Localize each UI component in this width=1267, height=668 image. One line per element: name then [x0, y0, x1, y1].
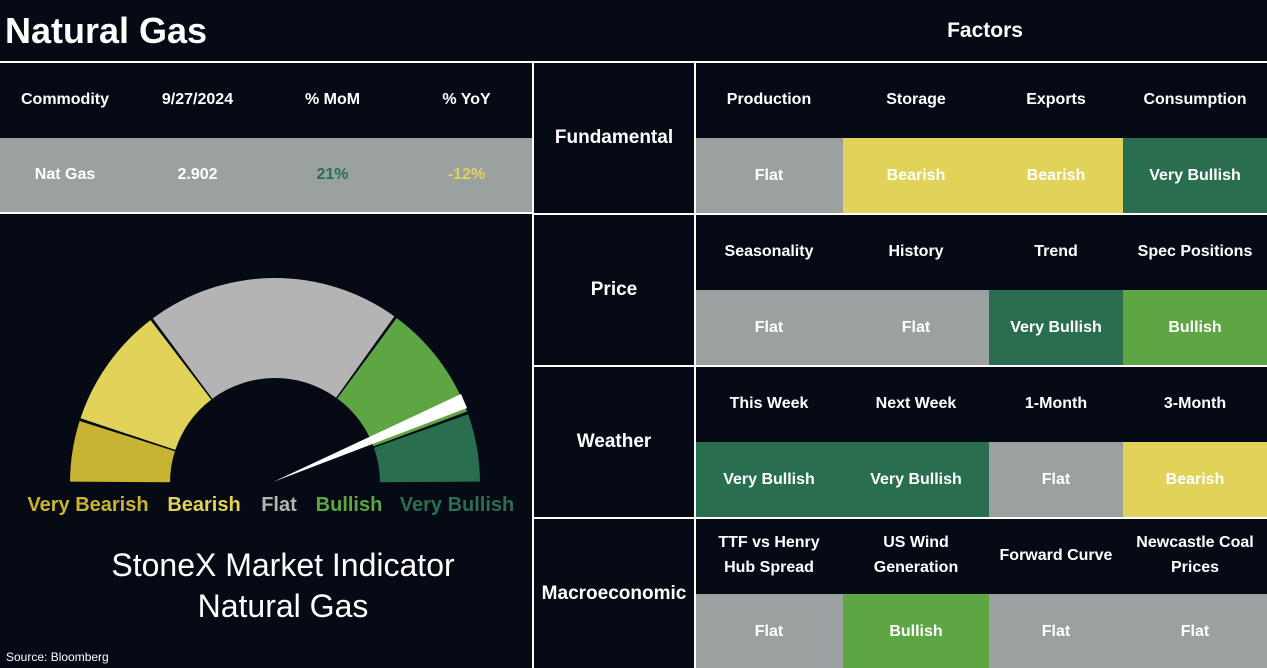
divider	[532, 62, 534, 668]
factor-status: Flat	[695, 290, 843, 366]
column-header: % MoM	[304, 90, 361, 108]
divider	[533, 517, 1267, 519]
factor-name: History	[888, 242, 944, 260]
factor-status: Very Bullish	[843, 442, 989, 518]
commodity-value: 2.902	[177, 166, 218, 184]
gauge-label: Flat	[261, 494, 297, 516]
divider	[0, 61, 1267, 63]
gauge-label: Bullish	[316, 494, 383, 516]
factor-name: US Wind Generation	[873, 534, 959, 576]
factor-status: Very Bullish	[1123, 138, 1267, 214]
group-name: Macroeconomic	[541, 583, 687, 605]
gauge-label: Very Bearish	[27, 494, 148, 516]
gauge-label: Bearish	[167, 494, 240, 516]
divider	[694, 62, 696, 668]
column-header: Commodity	[21, 90, 109, 108]
factor-status: Flat	[989, 442, 1123, 518]
factor-name: Production	[726, 90, 812, 108]
gauge-segment	[70, 421, 175, 483]
factor-status: Bearish	[843, 138, 989, 214]
factor-status: Flat	[1123, 594, 1267, 668]
commodity-value: Nat Gas	[34, 166, 96, 184]
factor-name: Seasonality	[724, 242, 814, 260]
source: Source: Bloomberg	[6, 650, 109, 664]
factor-status: Very Bullish	[989, 290, 1123, 366]
caption: Natural Gas	[198, 588, 369, 624]
factor-name: Storage	[886, 90, 946, 108]
factor-name: Newcastle Coal Prices	[1136, 534, 1254, 576]
factor-name: Next Week	[875, 394, 957, 412]
factor-name: 3-Month	[1163, 394, 1227, 412]
gauge-segment	[373, 414, 480, 483]
gauge-label: Very Bullish	[400, 494, 515, 516]
factor-name: 1-Month	[1024, 394, 1088, 412]
gauge: Very Bearish Bearish Flat Bullish Very Bulli…	[6, 278, 515, 664]
factor-name: Exports	[1026, 90, 1086, 108]
gauge-segment	[80, 320, 212, 450]
factor-name: Spec Positions	[1137, 242, 1253, 260]
factor-status: Bullish	[843, 594, 989, 668]
group-name: Weather	[576, 431, 652, 453]
factor-status: Bearish	[1123, 442, 1267, 518]
factor-status: Flat	[843, 290, 989, 366]
group-name: Fundamental	[554, 127, 674, 149]
factor-name: Trend	[1034, 242, 1078, 260]
factor-status: Bullish	[1123, 290, 1267, 366]
factor-name: TTF vs Henry Hub Spread	[718, 534, 820, 576]
divider	[0, 212, 533, 214]
gauge-segment	[152, 278, 395, 399]
factor-status: Flat	[695, 594, 843, 668]
factor-name: Consumption	[1143, 90, 1247, 108]
factor-name: This Week	[729, 394, 809, 412]
gauge-needle	[273, 394, 467, 482]
column-header: 9/27/2024	[161, 90, 234, 108]
divider	[533, 365, 1267, 367]
factor-name: Forward Curve	[999, 546, 1113, 564]
caption: StoneX Market Indicator	[111, 547, 455, 583]
factor-status: Bearish	[989, 138, 1123, 214]
group-name: Price	[590, 279, 638, 301]
factor-status: Flat	[989, 594, 1123, 668]
title: Natural Gas	[5, 10, 208, 52]
factor-status: Very Bullish	[695, 442, 843, 518]
row-bg	[0, 138, 533, 213]
divider	[533, 213, 1267, 215]
factor-status: Flat	[695, 138, 843, 214]
factors-title: Factors	[947, 18, 1023, 42]
commodity-value: 21%	[316, 166, 349, 184]
commodity-value: -12%	[447, 166, 486, 184]
column-header: % YoY	[442, 90, 491, 108]
